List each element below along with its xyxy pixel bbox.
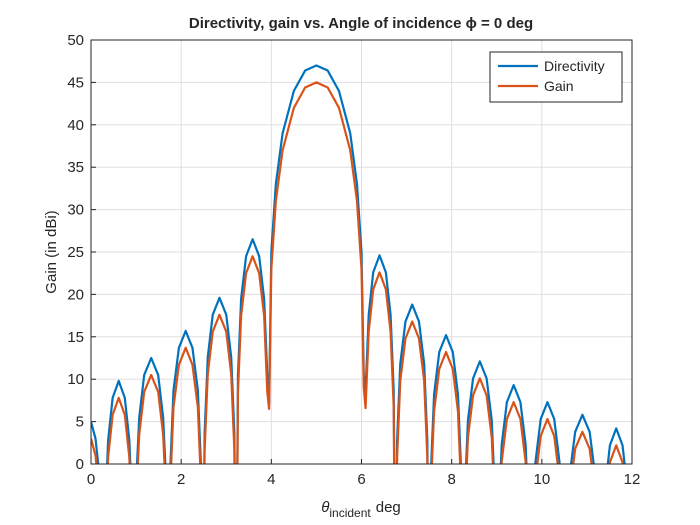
y-tick-label: 40 bbox=[67, 117, 84, 134]
y-tick-label: 10 bbox=[67, 371, 84, 388]
y-tick-label: 45 bbox=[67, 74, 84, 91]
y-tick-label: 15 bbox=[67, 329, 84, 346]
y-tick-label: 25 bbox=[67, 244, 84, 261]
y-tick-label: 30 bbox=[67, 202, 84, 219]
legend-box bbox=[489, 51, 623, 103]
x-label-subscript: incident bbox=[329, 506, 371, 520]
x-tick-label: 12 bbox=[624, 471, 641, 488]
x-tick-label: 8 bbox=[447, 471, 455, 488]
x-label-symbol: θ bbox=[321, 499, 329, 516]
x-tick-label: 0 bbox=[87, 471, 95, 488]
x-tick-label: 2 bbox=[177, 471, 185, 488]
chart-title: Directivity, gain vs. Angle of incidence… bbox=[189, 15, 533, 32]
axes-box bbox=[90, 39, 633, 465]
x-label-unit: deg bbox=[376, 499, 401, 516]
y-tick-label: 35 bbox=[67, 159, 84, 176]
y-tick-label: 0 bbox=[76, 456, 84, 473]
legend-label: Gain bbox=[544, 78, 574, 94]
y-tick-label: 50 bbox=[67, 32, 84, 49]
x-tick-label: 4 bbox=[267, 471, 275, 488]
y-axis-label: Gain (in dBi) bbox=[43, 210, 60, 293]
x-tick-label: 6 bbox=[357, 471, 365, 488]
y-tick-label: 20 bbox=[67, 286, 84, 303]
x-axis-label: θincident deg bbox=[321, 499, 401, 520]
series-line bbox=[91, 81, 624, 464]
legend-label: Directivity bbox=[544, 58, 605, 74]
series-line bbox=[91, 64, 626, 464]
series-group bbox=[91, 64, 626, 464]
y-tick-label: 5 bbox=[76, 414, 84, 431]
legend: Directivity Gain bbox=[489, 51, 623, 103]
x-tick-label: 10 bbox=[533, 471, 550, 488]
